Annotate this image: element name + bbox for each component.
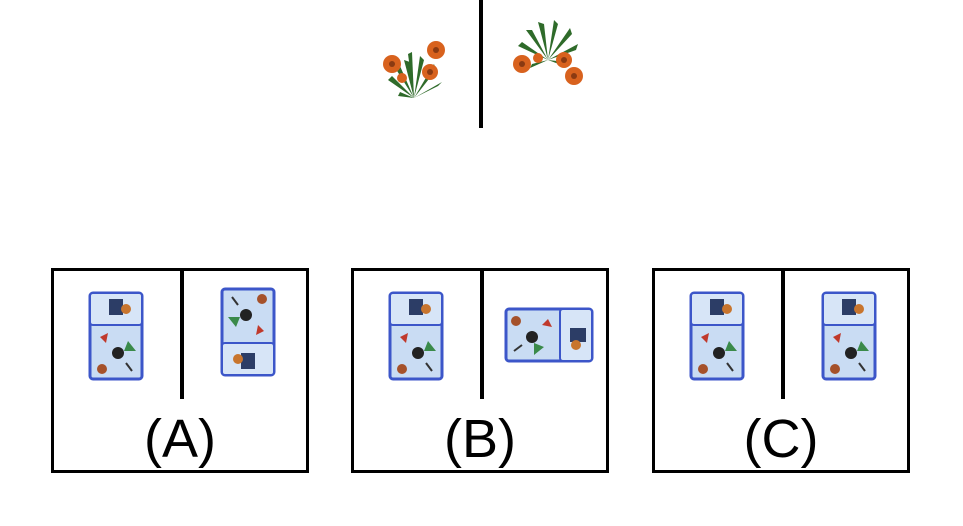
option-a-left-bag-upright-icon	[88, 291, 144, 381]
option-c-card[interactable]: (C)	[652, 268, 910, 473]
option-a-card[interactable]: (A)	[51, 268, 309, 473]
option-a-divider	[180, 271, 184, 399]
prompt-divider	[479, 0, 483, 128]
option-c-left-bag-upright-icon	[689, 291, 745, 381]
option-c-right-bag-upright-icon	[821, 291, 877, 381]
option-b-right-bag-sideways-icon	[502, 307, 594, 363]
prompt-left-flower-icon	[374, 36, 456, 108]
option-a-right-bag-upside-down-icon	[220, 287, 276, 377]
option-b-card[interactable]: (B)	[351, 268, 609, 473]
option-c-divider	[781, 271, 785, 399]
option-c-label: (C)	[743, 409, 819, 469]
option-b-label: (B)	[444, 409, 516, 469]
prompt-right-flower-icon	[508, 16, 588, 90]
option-b-left-bag-upright-icon	[388, 291, 444, 381]
option-a-label: (A)	[144, 409, 216, 469]
prompt-panel	[360, 0, 600, 130]
option-b-divider	[480, 271, 484, 399]
